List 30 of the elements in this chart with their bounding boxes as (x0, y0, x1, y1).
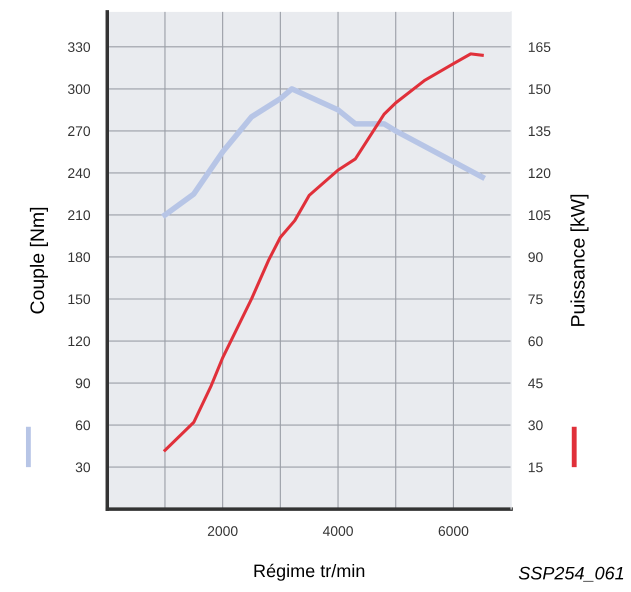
y2-tick-label: 120 (528, 168, 550, 178)
x-axis-title: Régime tr/min (254, 564, 364, 581)
line-series (163, 52, 484, 452)
y2-tick-label: 165 (528, 42, 550, 52)
y2-tick-label: 135 (528, 126, 550, 136)
y2-tick-label: 75 (528, 294, 543, 304)
y2-tick-label: 150 (528, 84, 550, 94)
x-tick-label: 2000 (208, 526, 238, 536)
text: SSP254_061 (518, 566, 624, 582)
y-tick-label: 270 (68, 126, 90, 136)
y2-tick-label: 45 (528, 378, 543, 388)
y2-tick-label: 90 (528, 252, 543, 262)
y-tick-label: 120 (68, 336, 90, 346)
y-tick-label: 90 (76, 378, 90, 388)
y2-tick-label: 60 (528, 336, 543, 346)
x-tick-label: 6000 (438, 526, 468, 536)
y-tick-label: 60 (76, 420, 90, 430)
y-axis-title: Couple [Nm] (30, 208, 48, 314)
y-tick-label: 210 (68, 210, 90, 220)
y-tick-label: 330 (68, 42, 90, 52)
y2-tick-label: 15 (528, 462, 543, 472)
y2-tick-label: 105 (528, 210, 550, 220)
x-tick-label: 4000 (322, 526, 353, 536)
y2-axis-title: Puissance [kW] (570, 194, 589, 326)
y-tick-label: 300 (68, 84, 90, 94)
y-tick-label: 30 (76, 462, 90, 472)
y-tick-label: 150 (68, 294, 90, 304)
y2-tick-label: 30 (528, 420, 543, 430)
y-tick-label: 240 (68, 168, 90, 178)
y-tick-label: 180 (68, 252, 90, 262)
